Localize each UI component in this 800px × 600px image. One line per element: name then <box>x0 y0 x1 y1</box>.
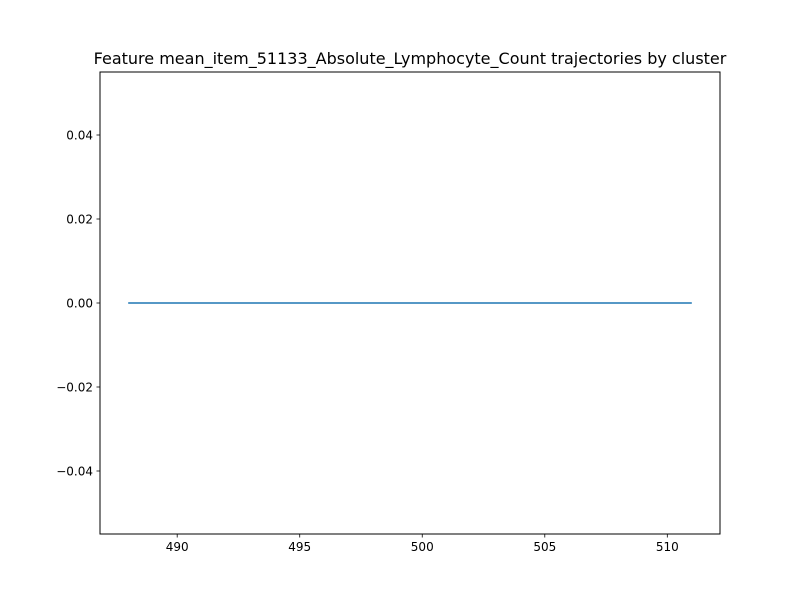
x-tick-label: 495 <box>288 540 311 554</box>
plot-area <box>99 71 721 535</box>
y-tick-label: −0.02 <box>56 381 93 395</box>
y-tick-label: 0.04 <box>66 129 93 143</box>
y-tick-label: 0.02 <box>66 213 93 227</box>
x-tick-label: 505 <box>533 540 556 554</box>
y-axis: −0.04 −0.02 0.00 0.02 0.04 <box>56 129 100 479</box>
y-tick-label: 0.00 <box>66 297 93 311</box>
y-tick-label: −0.04 <box>56 465 93 479</box>
chart-title: Feature mean_item_51133_Absolute_Lymphoc… <box>94 49 727 69</box>
x-tick-label: 490 <box>166 540 189 554</box>
x-tick-label: 510 <box>656 540 679 554</box>
x-axis: 490 495 500 505 510 <box>166 534 679 554</box>
x-tick-label: 500 <box>411 540 434 554</box>
